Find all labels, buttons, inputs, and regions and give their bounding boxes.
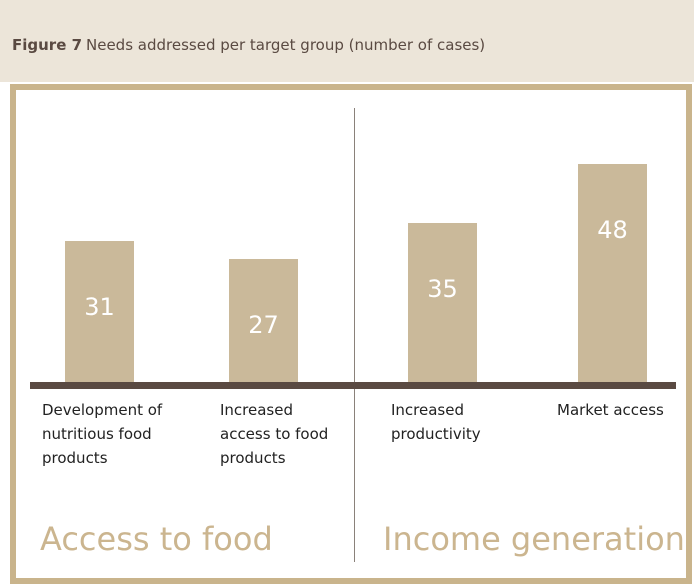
bar [408,222,477,382]
bar [65,240,134,382]
category-label: Increased productivity [391,401,481,443]
header [0,0,694,82]
bar [578,163,647,382]
divider [354,108,355,562]
category-label: Development of nutritious food products [42,401,163,467]
category-label: Increased access to food products [220,401,329,467]
value-label: 48 [597,215,628,244]
value-label: 31 [84,292,115,321]
group-label: Access to food [40,520,273,558]
baseline [30,382,676,389]
value-label: 27 [248,311,279,340]
chart-title: Figure 7 [12,36,83,54]
category-label: Market access [557,401,664,419]
value-label: 35 [427,274,458,303]
group-label: Income generation [383,520,685,558]
bar [229,259,298,382]
chart-subtitle: Needs addressed per target group (number… [86,36,486,54]
